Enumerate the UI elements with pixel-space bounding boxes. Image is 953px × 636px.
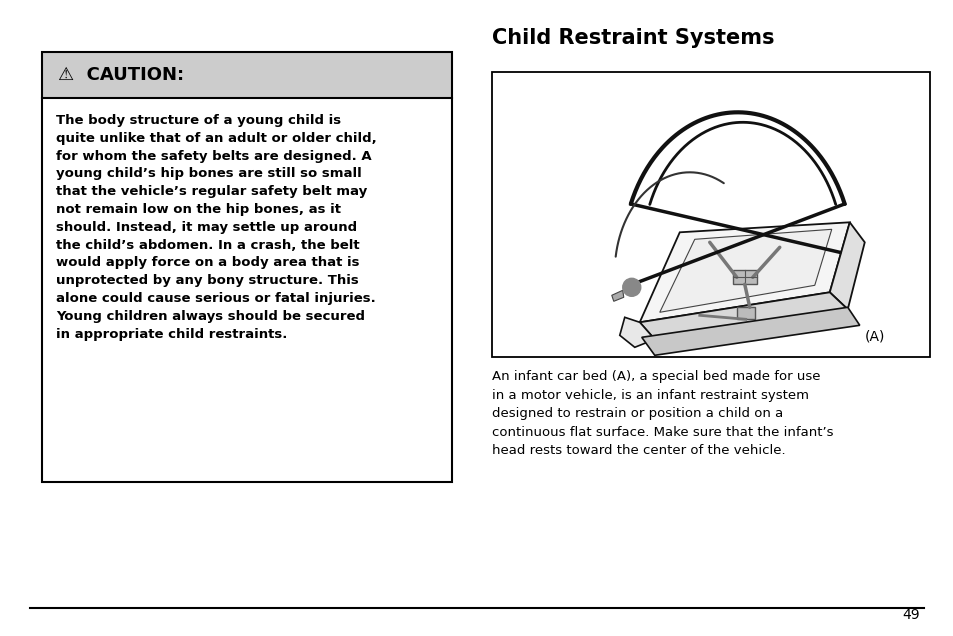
Polygon shape bbox=[639, 293, 847, 339]
Text: (A): (A) bbox=[864, 329, 884, 343]
Bar bbox=[736, 307, 754, 319]
Bar bbox=[42, 52, 452, 98]
Circle shape bbox=[622, 279, 640, 296]
Text: Child Restraint Systems: Child Restraint Systems bbox=[492, 28, 774, 48]
Polygon shape bbox=[641, 307, 859, 356]
Bar bbox=[42, 52, 452, 482]
Text: ⚠  CAUTION:: ⚠ CAUTION: bbox=[58, 66, 184, 84]
Text: An infant car bed (A), a special bed made for use
in a motor vehicle, is an infa: An infant car bed (A), a special bed mad… bbox=[492, 370, 833, 457]
Polygon shape bbox=[619, 317, 654, 347]
Polygon shape bbox=[659, 230, 831, 312]
Polygon shape bbox=[611, 290, 623, 301]
Polygon shape bbox=[829, 223, 863, 309]
Bar bbox=[492, 72, 929, 357]
Bar bbox=[732, 270, 756, 284]
Text: 49: 49 bbox=[902, 608, 919, 622]
Polygon shape bbox=[639, 223, 849, 322]
Text: The body structure of a young child is
quite unlike that of an adult or older ch: The body structure of a young child is q… bbox=[56, 114, 376, 341]
